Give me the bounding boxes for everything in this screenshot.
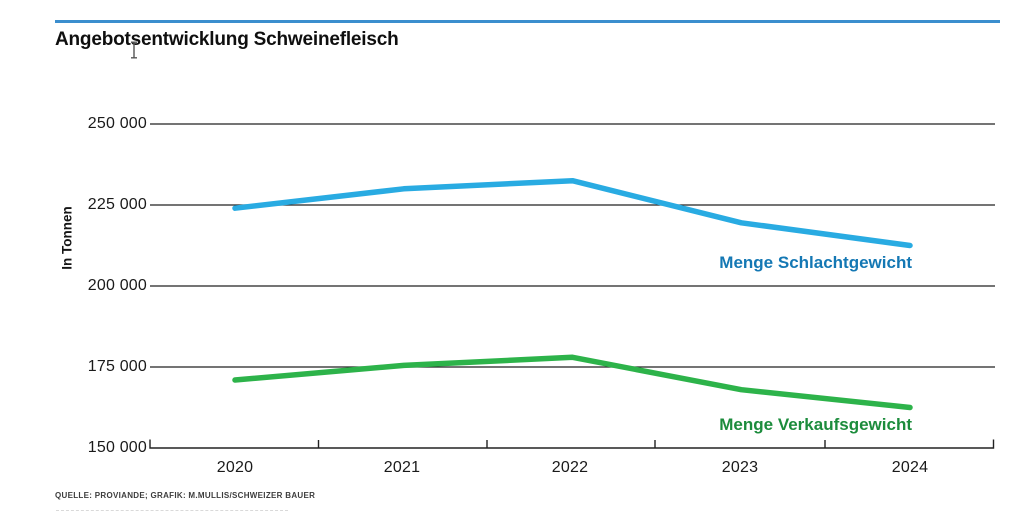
y-tick-label-250000: 250 000 (87, 115, 147, 132)
y-tick-label-200000: 200 000 (87, 277, 147, 294)
x-tick-label-2021: 2021 (383, 459, 421, 476)
legend-label-verkaufsgewicht: Menge Verkaufsgewicht (719, 415, 912, 434)
sales-weight-line (232, 354, 913, 411)
y-tick-label-175000: 175 000 (87, 358, 147, 375)
chart-title: Angebotsentwicklung Schweinefleisch (55, 29, 399, 50)
x-tick-label-2020: 2020 (216, 459, 254, 476)
y-tick-label-225000: 225 000 (87, 196, 147, 213)
x-axis-ticks (317, 440, 826, 448)
text-cursor-i-beam-icon (129, 41, 139, 59)
x-tick-label-2023: 2023 (721, 459, 759, 476)
source-credit-line: QUELLE: PROVIANDE; GRAFIK: M.MULLIS/SCHW… (55, 491, 316, 500)
x-tick-label-2024: 2024 (891, 459, 929, 476)
bottom-faint-rule (56, 510, 288, 511)
slaughter-weight-line (232, 177, 913, 249)
x-axis-baseline (149, 439, 995, 449)
x-tick-label-2022: 2022 (551, 459, 589, 476)
title-accent-rule (55, 20, 1000, 23)
y-tick-label-150000: 150 000 (87, 439, 147, 456)
legend-label-schlachtgewicht: Menge Schlachtgewicht (719, 253, 912, 272)
